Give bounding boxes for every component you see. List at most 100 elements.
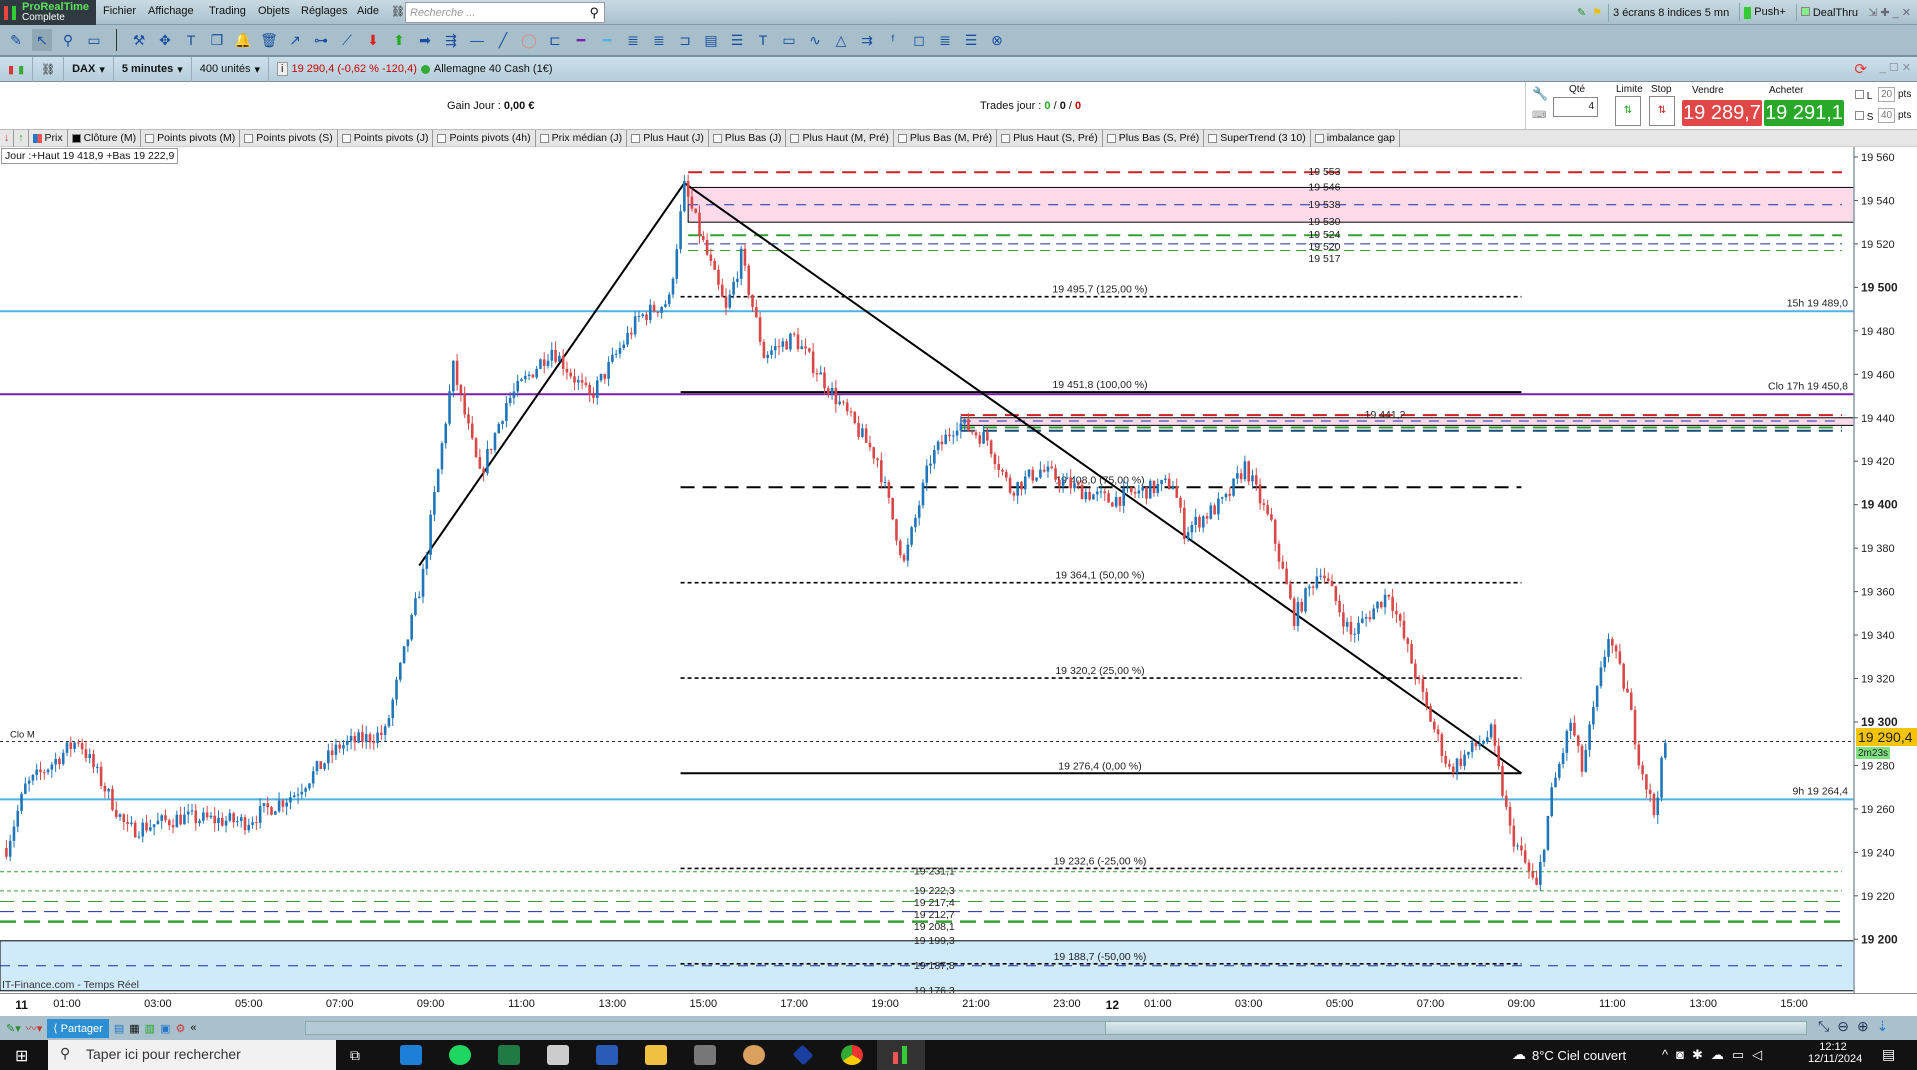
fib-fan-icon[interactable]: ≣ bbox=[939, 31, 951, 48]
s-checkbox[interactable] bbox=[1855, 111, 1864, 120]
indicator-toggle[interactable]: Plus Haut (S, Pré) bbox=[997, 129, 1103, 147]
indicator-checkbox[interactable] bbox=[1106, 133, 1116, 143]
info-icon[interactable]: i bbox=[277, 62, 288, 76]
zoom-in-icon[interactable]: ⊕ bbox=[1856, 1018, 1869, 1034]
spotify-icon[interactable] bbox=[449, 1045, 471, 1065]
fibonacci-ext-icon[interactable]: ≣ bbox=[653, 31, 665, 48]
dealthru-checkbox[interactable] bbox=[1800, 6, 1810, 16]
add-indicator-button[interactable]: ↑ bbox=[14, 129, 29, 147]
indicator-checkbox[interactable] bbox=[1314, 133, 1324, 143]
chart-type-button[interactable]: ▮ ▮ bbox=[0, 56, 34, 82]
excel-icon[interactable] bbox=[498, 1045, 520, 1065]
indicator-toggle[interactable]: Points pivots (M) bbox=[141, 129, 241, 147]
push-button[interactable]: Push+ bbox=[1739, 3, 1790, 22]
indicator-toggle[interactable]: Points pivots (J) bbox=[338, 129, 434, 147]
chart-window-icon[interactable]: ▣ bbox=[160, 1022, 171, 1035]
tray-icons[interactable]: ^◙✱☁▭◁ bbox=[1662, 1047, 1771, 1062]
task-view-icon[interactable]: ⧉ bbox=[350, 1047, 360, 1063]
weather-icon[interactable]: ☁ bbox=[1512, 1046, 1526, 1062]
workspace-button[interactable]: 3 écrans 8 indices 5 mn bbox=[1608, 3, 1733, 22]
qty-input[interactable]: 4 bbox=[1553, 97, 1598, 117]
window-controls[interactable]: _ ☐ ✕ bbox=[1879, 62, 1911, 74]
file-explorer-icon[interactable] bbox=[645, 1045, 667, 1065]
indicator-icon[interactable]: 〰▾ bbox=[25, 1023, 43, 1035]
indicator-toggle[interactable]: Plus Haut (M, Pré) bbox=[786, 129, 894, 147]
settings-icon[interactable]: ⚙ bbox=[175, 1022, 186, 1035]
refresh-icon[interactable]: ⟳ bbox=[1854, 61, 1867, 78]
chart-canvas[interactable]: 15h 19 489,0 Clo 17h 19 450,8 9h 19 264,4 C… bbox=[0, 147, 1917, 997]
menu-reglages[interactable]: Réglages bbox=[301, 5, 348, 17]
trend-line-icon[interactable]: ╱ bbox=[498, 31, 508, 48]
small-f-icon[interactable]: ᶠ bbox=[891, 32, 895, 48]
indicator-toggle[interactable]: Plus Bas (M, Pré) bbox=[894, 129, 998, 147]
zoom-fit-icon[interactable]: ⤡ bbox=[1818, 1018, 1830, 1034]
indicator-toggle[interactable]: Prix médian (J) bbox=[536, 129, 628, 147]
buy-button[interactable]: 19 291,1 bbox=[1764, 100, 1844, 126]
indicator-toggle[interactable]: Points pivots (4h) bbox=[433, 129, 536, 147]
price-color-icon[interactable] bbox=[32, 133, 42, 143]
scrollbar-thumb[interactable] bbox=[306, 1022, 1106, 1034]
windows-start-icon[interactable]: ⊞ bbox=[15, 1048, 29, 1065]
ruler2-icon[interactable]: ▭ bbox=[782, 31, 796, 48]
flag-icon[interactable]: ⚑ bbox=[1592, 7, 1603, 19]
indicator-checkbox[interactable] bbox=[1208, 133, 1218, 143]
l-option[interactable]: L bbox=[1855, 90, 1872, 102]
alert-bell-icon[interactable]: 🔔 bbox=[234, 31, 252, 48]
copy-icon[interactable]: ❐ bbox=[210, 31, 224, 48]
channel-icon[interactable]: ⊐ bbox=[679, 31, 691, 48]
indicator-toggle[interactable]: Points pivots (S) bbox=[240, 129, 338, 147]
menu-aide[interactable]: Aide bbox=[357, 5, 380, 17]
units-select[interactable]: 400 unités ▾ bbox=[192, 56, 270, 82]
text-icon[interactable]: T bbox=[186, 32, 196, 48]
search-input[interactable]: Recherche ... ⚲ bbox=[405, 2, 605, 23]
fib-time-icon[interactable]: ☰ bbox=[964, 31, 978, 48]
purple-line-icon[interactable]: ━ bbox=[576, 31, 586, 48]
printer-icon[interactable] bbox=[547, 1045, 569, 1065]
delete-all-icon[interactable]: ⊗ bbox=[991, 31, 1003, 48]
indicator-checkbox[interactable] bbox=[341, 133, 351, 143]
scale-icon[interactable]: ⇣ bbox=[1876, 1018, 1889, 1034]
triangle-icon[interactable]: △ bbox=[835, 31, 847, 48]
link-icon[interactable]: ⛓ bbox=[391, 6, 405, 18]
horizontal-zone-icon[interactable]: ⇶ bbox=[445, 31, 457, 48]
menu-affichage[interactable]: Affichage bbox=[148, 5, 194, 17]
pointer-icon[interactable]: ↖ bbox=[32, 29, 52, 51]
wave-icon[interactable]: ∿ bbox=[809, 31, 821, 48]
fibonacci-icon[interactable]: ≣ bbox=[627, 31, 639, 48]
wrench-icon[interactable]: 🔧 bbox=[1532, 86, 1549, 101]
indicator-checkbox[interactable] bbox=[145, 133, 155, 143]
chart-scrollbar[interactable] bbox=[305, 1021, 1807, 1035]
sell-arrow-icon[interactable]: ⬇ bbox=[367, 31, 379, 48]
menu-objets[interactable]: Objets bbox=[258, 5, 290, 17]
chrome-icon[interactable] bbox=[841, 1045, 863, 1065]
indicator-checkbox[interactable] bbox=[1001, 133, 1011, 143]
menu-trading[interactable]: Trading bbox=[209, 5, 246, 17]
symbol-select[interactable]: DAX ▾ bbox=[64, 56, 114, 82]
prorealtime-taskbar-icon[interactable] bbox=[877, 1040, 925, 1070]
parallel-icon[interactable]: ⇉ bbox=[861, 31, 873, 48]
indicator-toggle[interactable]: Prix bbox=[29, 129, 68, 147]
pencil-icon[interactable]: ✎ bbox=[10, 31, 22, 48]
arrow-icon[interactable]: ↗ bbox=[289, 31, 301, 48]
time-axis[interactable]: 11 01:00 03:00 05:00 07:00 09:00 11:00 13:00 15:… bbox=[0, 993, 1917, 1016]
s-option[interactable]: S bbox=[1855, 111, 1873, 123]
sell-button[interactable]: 19 289,7 bbox=[1682, 100, 1762, 126]
indicator-checkbox[interactable] bbox=[631, 133, 641, 143]
zoom-icon[interactable]: ⚲ bbox=[62, 31, 74, 48]
drawing-icon[interactable]: ✎▾ bbox=[6, 1022, 21, 1035]
indicator-checkbox[interactable] bbox=[539, 133, 549, 143]
segment-icon[interactable]: ⊶ bbox=[314, 31, 328, 48]
stop-order-button[interactable]: ⇅ bbox=[1649, 96, 1675, 126]
window-controls[interactable]: ⇲ ✚ _ ✕ bbox=[1868, 7, 1911, 19]
indicator-checkbox[interactable] bbox=[244, 133, 254, 143]
indicator-checkbox[interactable] bbox=[712, 133, 722, 143]
indicator-checkbox[interactable] bbox=[897, 133, 907, 143]
share-button[interactable]: ⟨ Partager bbox=[47, 1018, 109, 1038]
tools-icon[interactable]: ⚒ bbox=[132, 31, 146, 48]
menu-fichier[interactable]: Fichier bbox=[103, 5, 137, 17]
limit-order-button[interactable]: ⇅ bbox=[1615, 96, 1641, 126]
notifications-icon[interactable]: ▤ bbox=[1882, 1046, 1896, 1062]
link-icon[interactable]: ⛓ bbox=[33, 56, 65, 82]
indicator-toggle[interactable]: Plus Haut (J) bbox=[627, 129, 709, 147]
l-pts-input[interactable]: 20 bbox=[1878, 87, 1896, 102]
